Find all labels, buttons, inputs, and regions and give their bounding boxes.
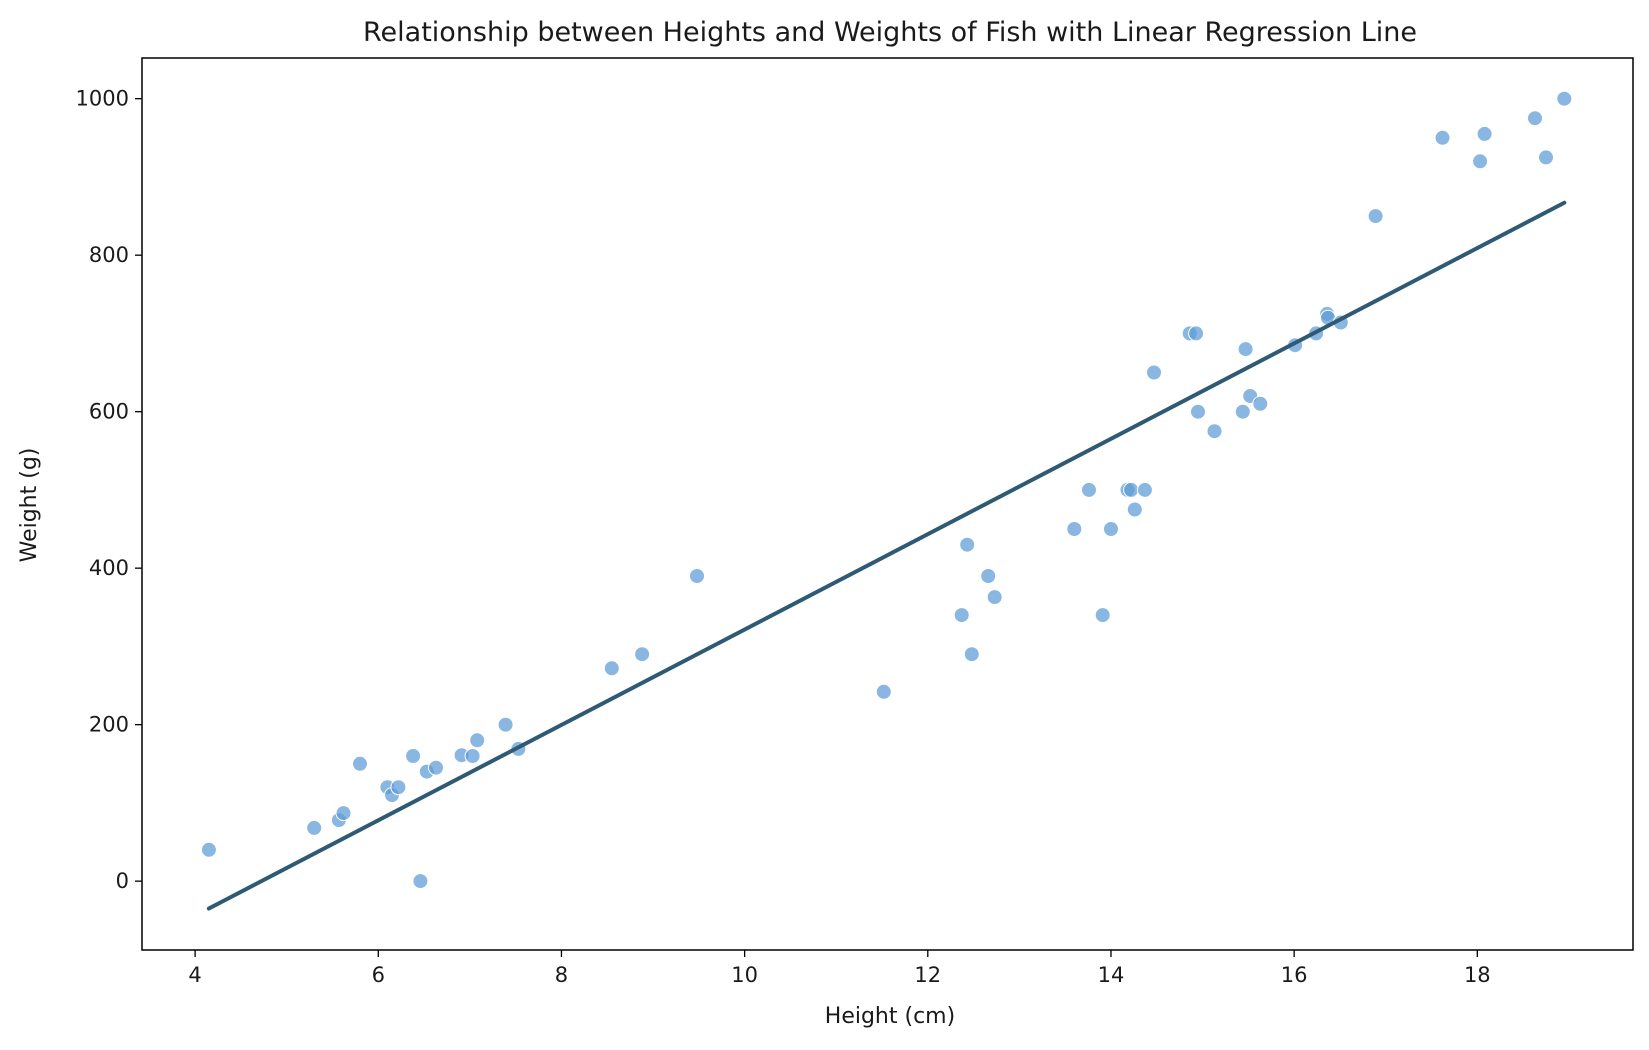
scatter-point xyxy=(1252,395,1269,412)
scatter-point xyxy=(1237,341,1254,358)
scatter-point xyxy=(1094,607,1111,624)
scatter-point xyxy=(1234,403,1251,420)
scatter-point xyxy=(1434,129,1451,146)
scatter-point xyxy=(405,748,422,764)
plot-frame xyxy=(141,57,1634,951)
y-axis-label: Weight (g) xyxy=(17,448,42,563)
x-tick-label: 16 xyxy=(1281,963,1308,987)
scatter-point xyxy=(428,759,444,776)
x-tick-label: 4 xyxy=(188,963,201,987)
y-tick-label: 600 xyxy=(89,400,129,424)
scatter-point xyxy=(875,683,892,700)
scatter-point xyxy=(335,805,352,822)
scatter-point xyxy=(603,660,620,677)
scatter-point xyxy=(1146,364,1162,381)
scatter-point xyxy=(963,646,980,663)
scatter-point xyxy=(1136,481,1153,498)
y-tick-label: 1000 xyxy=(76,87,129,111)
scatter-point xyxy=(1066,521,1083,537)
scatter-point xyxy=(959,536,976,553)
scatter-point xyxy=(1190,403,1206,420)
chart-title: Relationship between Heights and Weights… xyxy=(363,17,1417,48)
scatter-point xyxy=(1103,521,1119,537)
y-tick-label: 400 xyxy=(89,556,129,580)
scatter-point xyxy=(980,568,997,584)
scatter-point xyxy=(412,873,429,890)
y-tick-label: 800 xyxy=(89,243,129,267)
x-tick-label: 10 xyxy=(731,963,758,987)
x-axis-label: Height (cm) xyxy=(825,1004,955,1029)
scatter-point xyxy=(1556,90,1573,107)
x-tick-label: 14 xyxy=(1098,963,1125,987)
y-tick-label: 0 xyxy=(116,869,129,893)
scatter-point xyxy=(953,607,970,624)
scatter-point xyxy=(497,716,514,733)
scatter-point xyxy=(1472,153,1489,170)
x-tick-label: 6 xyxy=(372,963,385,987)
scatter-point xyxy=(1081,481,1097,498)
scatter-point xyxy=(1538,149,1554,166)
x-tick-label: 18 xyxy=(1464,963,1491,987)
x-tick-label: 8 xyxy=(555,963,568,987)
scatter-point xyxy=(986,589,1003,606)
plot-area: 4 6 8 10 12 14 16 18 0 200 400 600 800 1000 xyxy=(76,57,1634,987)
scatter-point xyxy=(689,568,705,584)
scatter-point xyxy=(1206,423,1223,440)
y-tick-label: 200 xyxy=(89,713,129,737)
scatter-point xyxy=(1188,325,1205,342)
scatter-point xyxy=(352,755,368,772)
scatter-point xyxy=(1527,110,1543,127)
scatter-point xyxy=(1126,501,1143,518)
scatter-point xyxy=(634,646,651,663)
scatter-point xyxy=(306,819,323,836)
scatter-point xyxy=(390,779,407,796)
scatter-point xyxy=(200,841,217,858)
scatter-point xyxy=(1476,125,1493,142)
regression-line xyxy=(206,200,1567,911)
scatter-point xyxy=(464,748,481,764)
scatter-point xyxy=(1367,208,1384,225)
scatter-point xyxy=(469,732,486,749)
scatter-point xyxy=(1123,481,1140,498)
x-tick-label: 12 xyxy=(914,963,941,987)
